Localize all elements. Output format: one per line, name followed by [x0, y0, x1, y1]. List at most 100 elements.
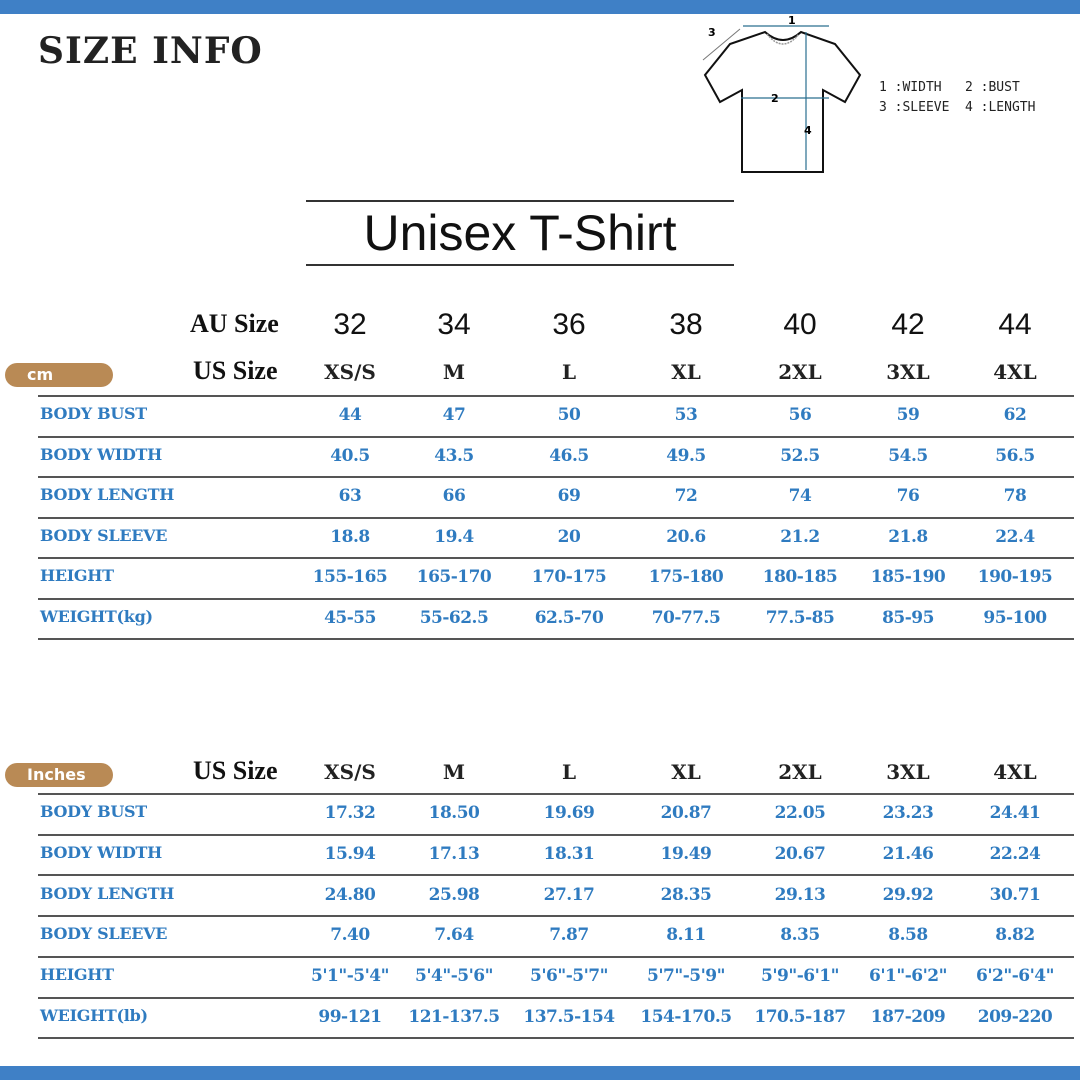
- cell-value: 23.23: [882, 803, 934, 824]
- top-accent-bar: [0, 0, 1080, 14]
- marker-3: 3: [708, 26, 716, 39]
- au-size: 38: [669, 308, 703, 341]
- au-size: 44: [998, 308, 1032, 341]
- us-size: M: [442, 760, 466, 784]
- row-label: BODY BUST: [40, 404, 147, 424]
- sleeve-arrow: [702, 28, 741, 61]
- cell-value: 70-77.5: [651, 607, 721, 628]
- cell-value: 72: [674, 486, 698, 507]
- cell-value: 185-190: [870, 567, 946, 588]
- cell-value: 69: [557, 486, 581, 507]
- cell-value: 66: [442, 486, 466, 507]
- cell-value: 76: [896, 486, 920, 507]
- legend-bust: 2 :BUST: [965, 80, 1020, 95]
- tshirt-diagram: 1 2 3 4: [702, 14, 862, 173]
- row-label: BODY SLEEVE: [40, 924, 168, 944]
- table-row: BODY WIDTH 15.94 17.13 18.31 19.49 20.67 21.46…: [38, 833, 1074, 875]
- cell-value: 53: [674, 405, 698, 426]
- cell-value: 18.8: [330, 526, 370, 547]
- cell-value: 28.35: [660, 884, 712, 905]
- row-label: WEIGHT(kg): [40, 606, 153, 626]
- bottom-accent-bar: [0, 1066, 1080, 1080]
- cell-value: 187-209: [870, 1006, 946, 1027]
- cell-value: 24.80: [324, 884, 376, 905]
- marker-1: 1: [788, 14, 796, 27]
- cell-value: 99-121: [318, 1006, 382, 1027]
- cell-value: 20: [557, 526, 581, 547]
- us-size-label: US Size: [193, 356, 278, 385]
- us-size-label: US Size: [193, 756, 278, 785]
- unit-badge: cm: [5, 363, 113, 387]
- row-label: BODY BUST: [40, 802, 147, 822]
- cell-value: 5'1"-5'4": [311, 966, 390, 987]
- cell-value: 78: [1003, 486, 1027, 507]
- au-size: 40: [783, 308, 817, 341]
- cell-value: 63: [338, 486, 362, 507]
- table-row: WEIGHT(kg) 45-55 55-62.5 62.5-70 70-77.5 77.5…: [38, 597, 1074, 640]
- us-size: XL: [671, 760, 701, 784]
- table-row: BODY LENGTH 63 66 69 72 74 76 78: [38, 476, 1074, 517]
- cell-value: 62.5-70: [534, 607, 604, 628]
- cell-value: 24.41: [989, 803, 1041, 824]
- cell-value: 6'2"-6'4": [976, 966, 1055, 987]
- au-size: 36: [552, 308, 586, 341]
- table-row: WEIGHT(lb) 99-121 121-137.5 137.5-154 154-17…: [38, 996, 1074, 1040]
- us-size: M: [442, 360, 466, 384]
- cell-value: 43.5: [434, 445, 474, 466]
- us-size: L: [561, 360, 577, 384]
- cell-value: 8.35: [780, 925, 820, 946]
- table-row: HEIGHT 5'1"-5'4" 5'4"-5'6" 5'6"-5'7" 5'7"-5'…: [38, 955, 1074, 997]
- cell-value: 154-170.5: [640, 1006, 732, 1027]
- cell-value: 44: [338, 405, 362, 426]
- cell-value: 19.4: [434, 526, 474, 547]
- cell-value: 17.32: [324, 803, 376, 824]
- cell-value: 22.05: [774, 803, 826, 824]
- table-row: BODY SLEEVE 18.8 19.4 20 20.6 21.2 21.8 22.4: [38, 516, 1074, 558]
- cell-value: 77.5-85: [765, 607, 835, 628]
- cell-value: 5'6"-5'7": [530, 966, 609, 987]
- cell-value: 18.31: [543, 844, 595, 865]
- cell-value: 21.2: [780, 526, 820, 547]
- au-size: 42: [891, 308, 925, 341]
- table-row: BODY WIDTH 40.5 43.5 46.5 49.5 52.5 54.5 56.5: [38, 435, 1074, 477]
- us-size: 2XL: [778, 760, 822, 784]
- cell-value: 21.8: [888, 526, 928, 547]
- us-size: XL: [671, 360, 701, 384]
- table-row: BODY BUST 44 47 50 53 56 59 62: [38, 395, 1074, 436]
- au-size: 32: [333, 308, 367, 341]
- us-size: XS/S: [324, 360, 376, 384]
- cell-value: 47: [442, 405, 466, 426]
- cell-value: 29.92: [882, 884, 934, 905]
- cell-value: 8.82: [995, 925, 1035, 946]
- row-label: WEIGHT(lb): [40, 1005, 148, 1025]
- au-size: 34: [437, 308, 471, 341]
- cell-value: 20.6: [666, 526, 706, 547]
- cell-value: 19.49: [660, 844, 712, 865]
- cell-value: 46.5: [549, 445, 589, 466]
- cell-value: 5'4"-5'6": [415, 966, 494, 987]
- cell-value: 20.67: [774, 844, 826, 865]
- cell-value: 15.94: [324, 844, 376, 865]
- row-label: HEIGHT: [40, 566, 114, 586]
- row-label: BODY LENGTH: [40, 883, 175, 903]
- cell-value: 27.17: [543, 884, 595, 905]
- us-size: 3XL: [886, 360, 930, 384]
- unit-badge: Inches: [5, 763, 113, 787]
- table-row: BODY LENGTH 24.80 25.98 27.17 28.35 29.13 29.9…: [38, 874, 1074, 915]
- cell-value: 170-175: [531, 567, 607, 588]
- us-size: 4XL: [993, 360, 1037, 384]
- cell-value: 54.5: [888, 445, 928, 466]
- us-size: L: [561, 760, 577, 784]
- cell-value: 5'7"-5'9": [647, 966, 726, 987]
- us-size: 4XL: [993, 760, 1037, 784]
- cell-value: 155-165: [312, 567, 388, 588]
- row-label: BODY SLEEVE: [40, 525, 168, 545]
- table-row: HEIGHT 155-165 165-170 170-175 175-180 180-18…: [38, 557, 1074, 598]
- marker-2: 2: [771, 92, 779, 105]
- cell-value: 56: [788, 405, 812, 426]
- cell-value: 7.87: [549, 925, 589, 946]
- cell-value: 165-170: [416, 567, 492, 588]
- cell-value: 49.5: [666, 445, 706, 466]
- cell-value: 6'1"-6'2": [869, 966, 948, 987]
- cell-value: 22.4: [995, 526, 1035, 547]
